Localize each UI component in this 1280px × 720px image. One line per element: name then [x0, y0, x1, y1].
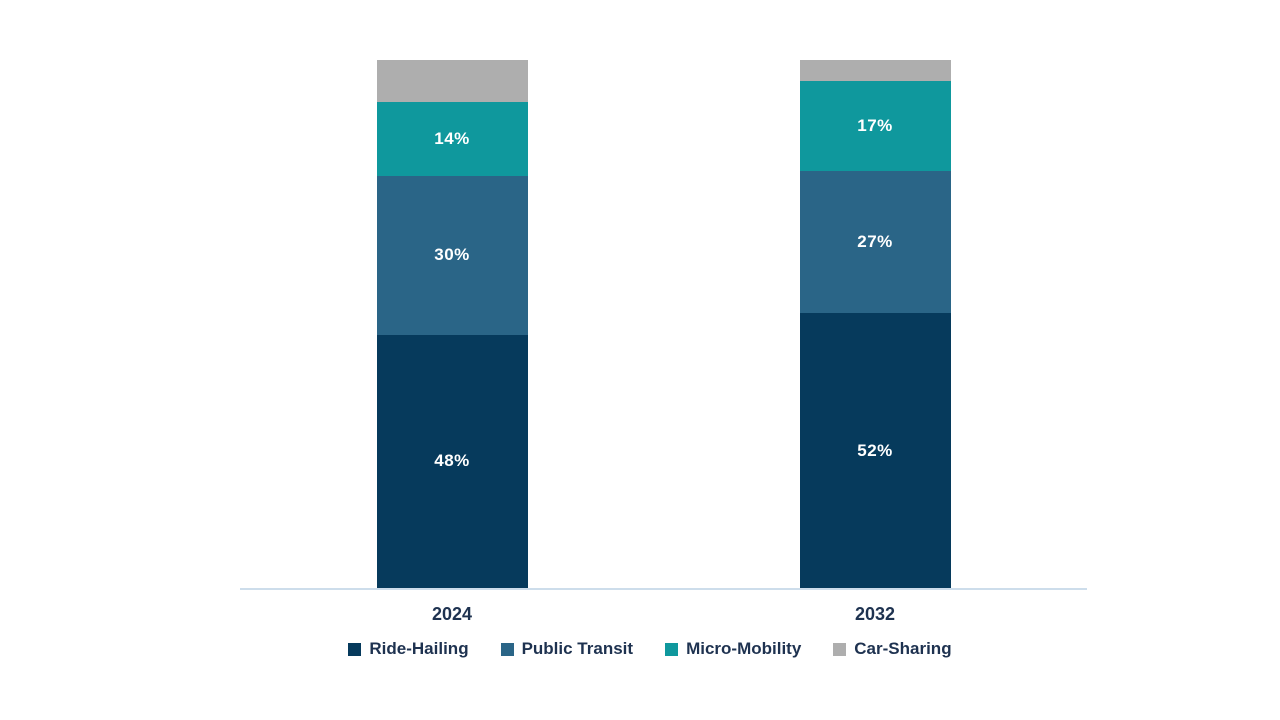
segment-car-sharing-2032 — [799, 60, 951, 82]
legend-label: Car-Sharing — [854, 639, 952, 658]
legend-swatch-icon — [348, 642, 362, 656]
legend-item-car-sharing: Car-Sharing — [833, 639, 952, 659]
legend-item-micro-mobility: Micro-Mobility — [665, 639, 801, 659]
legend-item-public-transit: Public Transit — [500, 639, 634, 659]
legend-swatch-icon — [833, 642, 847, 656]
segment-micro-mobility-2032: 17% — [799, 81, 951, 171]
x-axis-line — [240, 588, 1087, 590]
segment-ride-hailing-2024: 48% — [376, 334, 528, 588]
data-label: 52% — [857, 440, 893, 460]
legend-label: Micro-Mobility — [686, 639, 802, 658]
data-label: 48% — [434, 451, 470, 471]
segment-ride-hailing-2032: 52% — [799, 313, 951, 588]
bar-column-2032: 17% 27% 52% — [799, 60, 951, 588]
data-label: 30% — [434, 245, 470, 265]
data-label: 27% — [857, 232, 893, 252]
legend-swatch-icon — [665, 642, 679, 656]
data-label: 17% — [857, 116, 893, 136]
legend-label: Public Transit — [521, 639, 634, 658]
segment-micro-mobility-2024: 14% — [376, 102, 528, 177]
plot-area: 14% 30% 48% 17% 27% 52% — [240, 60, 1087, 588]
category-label-2032: 2032 — [854, 604, 896, 624]
category-axis: 2024 2032 — [240, 604, 1087, 630]
legend-label: Ride-Hailing — [369, 639, 469, 658]
legend-item-ride-hailing: Ride-Hailing — [348, 639, 469, 659]
category-label-2024: 2024 — [431, 604, 473, 624]
segment-car-sharing-2024 — [376, 60, 528, 103]
legend: Ride-Hailing Public Transit Micro-Mobility… — [200, 639, 1100, 659]
segment-public-transit-2032: 27% — [799, 170, 951, 314]
segment-public-transit-2024: 30% — [376, 176, 528, 335]
legend-swatch-icon — [500, 642, 514, 656]
bar-column-2024: 14% 30% 48% — [376, 60, 528, 588]
data-label: 14% — [434, 129, 470, 149]
